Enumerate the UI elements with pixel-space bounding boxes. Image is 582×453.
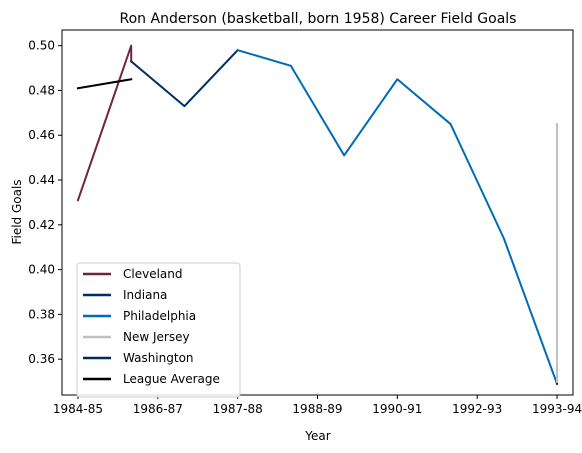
y-axis-label: Field Goals [10, 179, 24, 244]
legend-entry: Cleveland [123, 267, 183, 281]
y-axis: 0.36 0.38 0.40 0.42 0.44 0.46 0.48 0.50 [28, 39, 62, 366]
x-tick-label: 1988-89 [292, 402, 342, 416]
x-tick-label: 1987-88 [213, 402, 263, 416]
legend-box [76, 262, 241, 398]
legend-entry: New Jersey [123, 330, 190, 344]
x-axis-label: Year [304, 429, 330, 443]
legend: Cleveland Indiana Philadelphia New Jersey Wa… [76, 262, 241, 398]
y-tick-label: 0.38 [28, 307, 55, 321]
y-tick-label: 0.46 [28, 128, 55, 142]
y-tick-label: 0.40 [28, 263, 55, 277]
legend-entry: League Average [123, 372, 220, 386]
x-tick-label: 1993-94 [532, 402, 582, 416]
x-tick-label: 1992-93 [452, 402, 502, 416]
y-tick-label: 0.44 [28, 173, 55, 187]
series-line-cleveland [76, 44, 133, 202]
x-tick-label: 1986-87 [133, 402, 183, 416]
series-line-indiana [129, 48, 240, 108]
plot-lines [76, 44, 559, 386]
legend-entry: Indiana [123, 288, 167, 302]
y-tick-label: 0.42 [28, 218, 55, 232]
series-line-philadelphia [236, 48, 559, 386]
x-axis: 1984-85 1986-87 1987-88 1988-89 1990-91 1992-… [53, 395, 582, 416]
chart-title: Ron Anderson (basketball, born 1958) Car… [120, 11, 517, 27]
y-tick-label: 0.36 [28, 352, 55, 366]
x-tick-label: 1990-91 [372, 402, 422, 416]
y-tick-label: 0.48 [28, 83, 55, 97]
x-tick-label: 1984-85 [53, 402, 103, 416]
legend-entry: Washington [123, 351, 194, 365]
y-tick-label: 0.50 [28, 39, 55, 53]
legend-entry: Philadelphia [123, 309, 196, 323]
series-line-league-average [76, 78, 133, 90]
